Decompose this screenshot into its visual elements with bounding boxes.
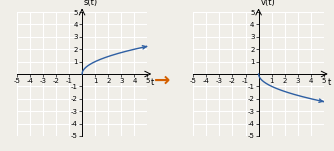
Text: s(t): s(t) — [84, 0, 98, 7]
Text: v(t): v(t) — [261, 0, 275, 7]
Text: t: t — [328, 78, 331, 87]
Text: →: → — [154, 71, 170, 90]
Text: t: t — [151, 78, 154, 87]
